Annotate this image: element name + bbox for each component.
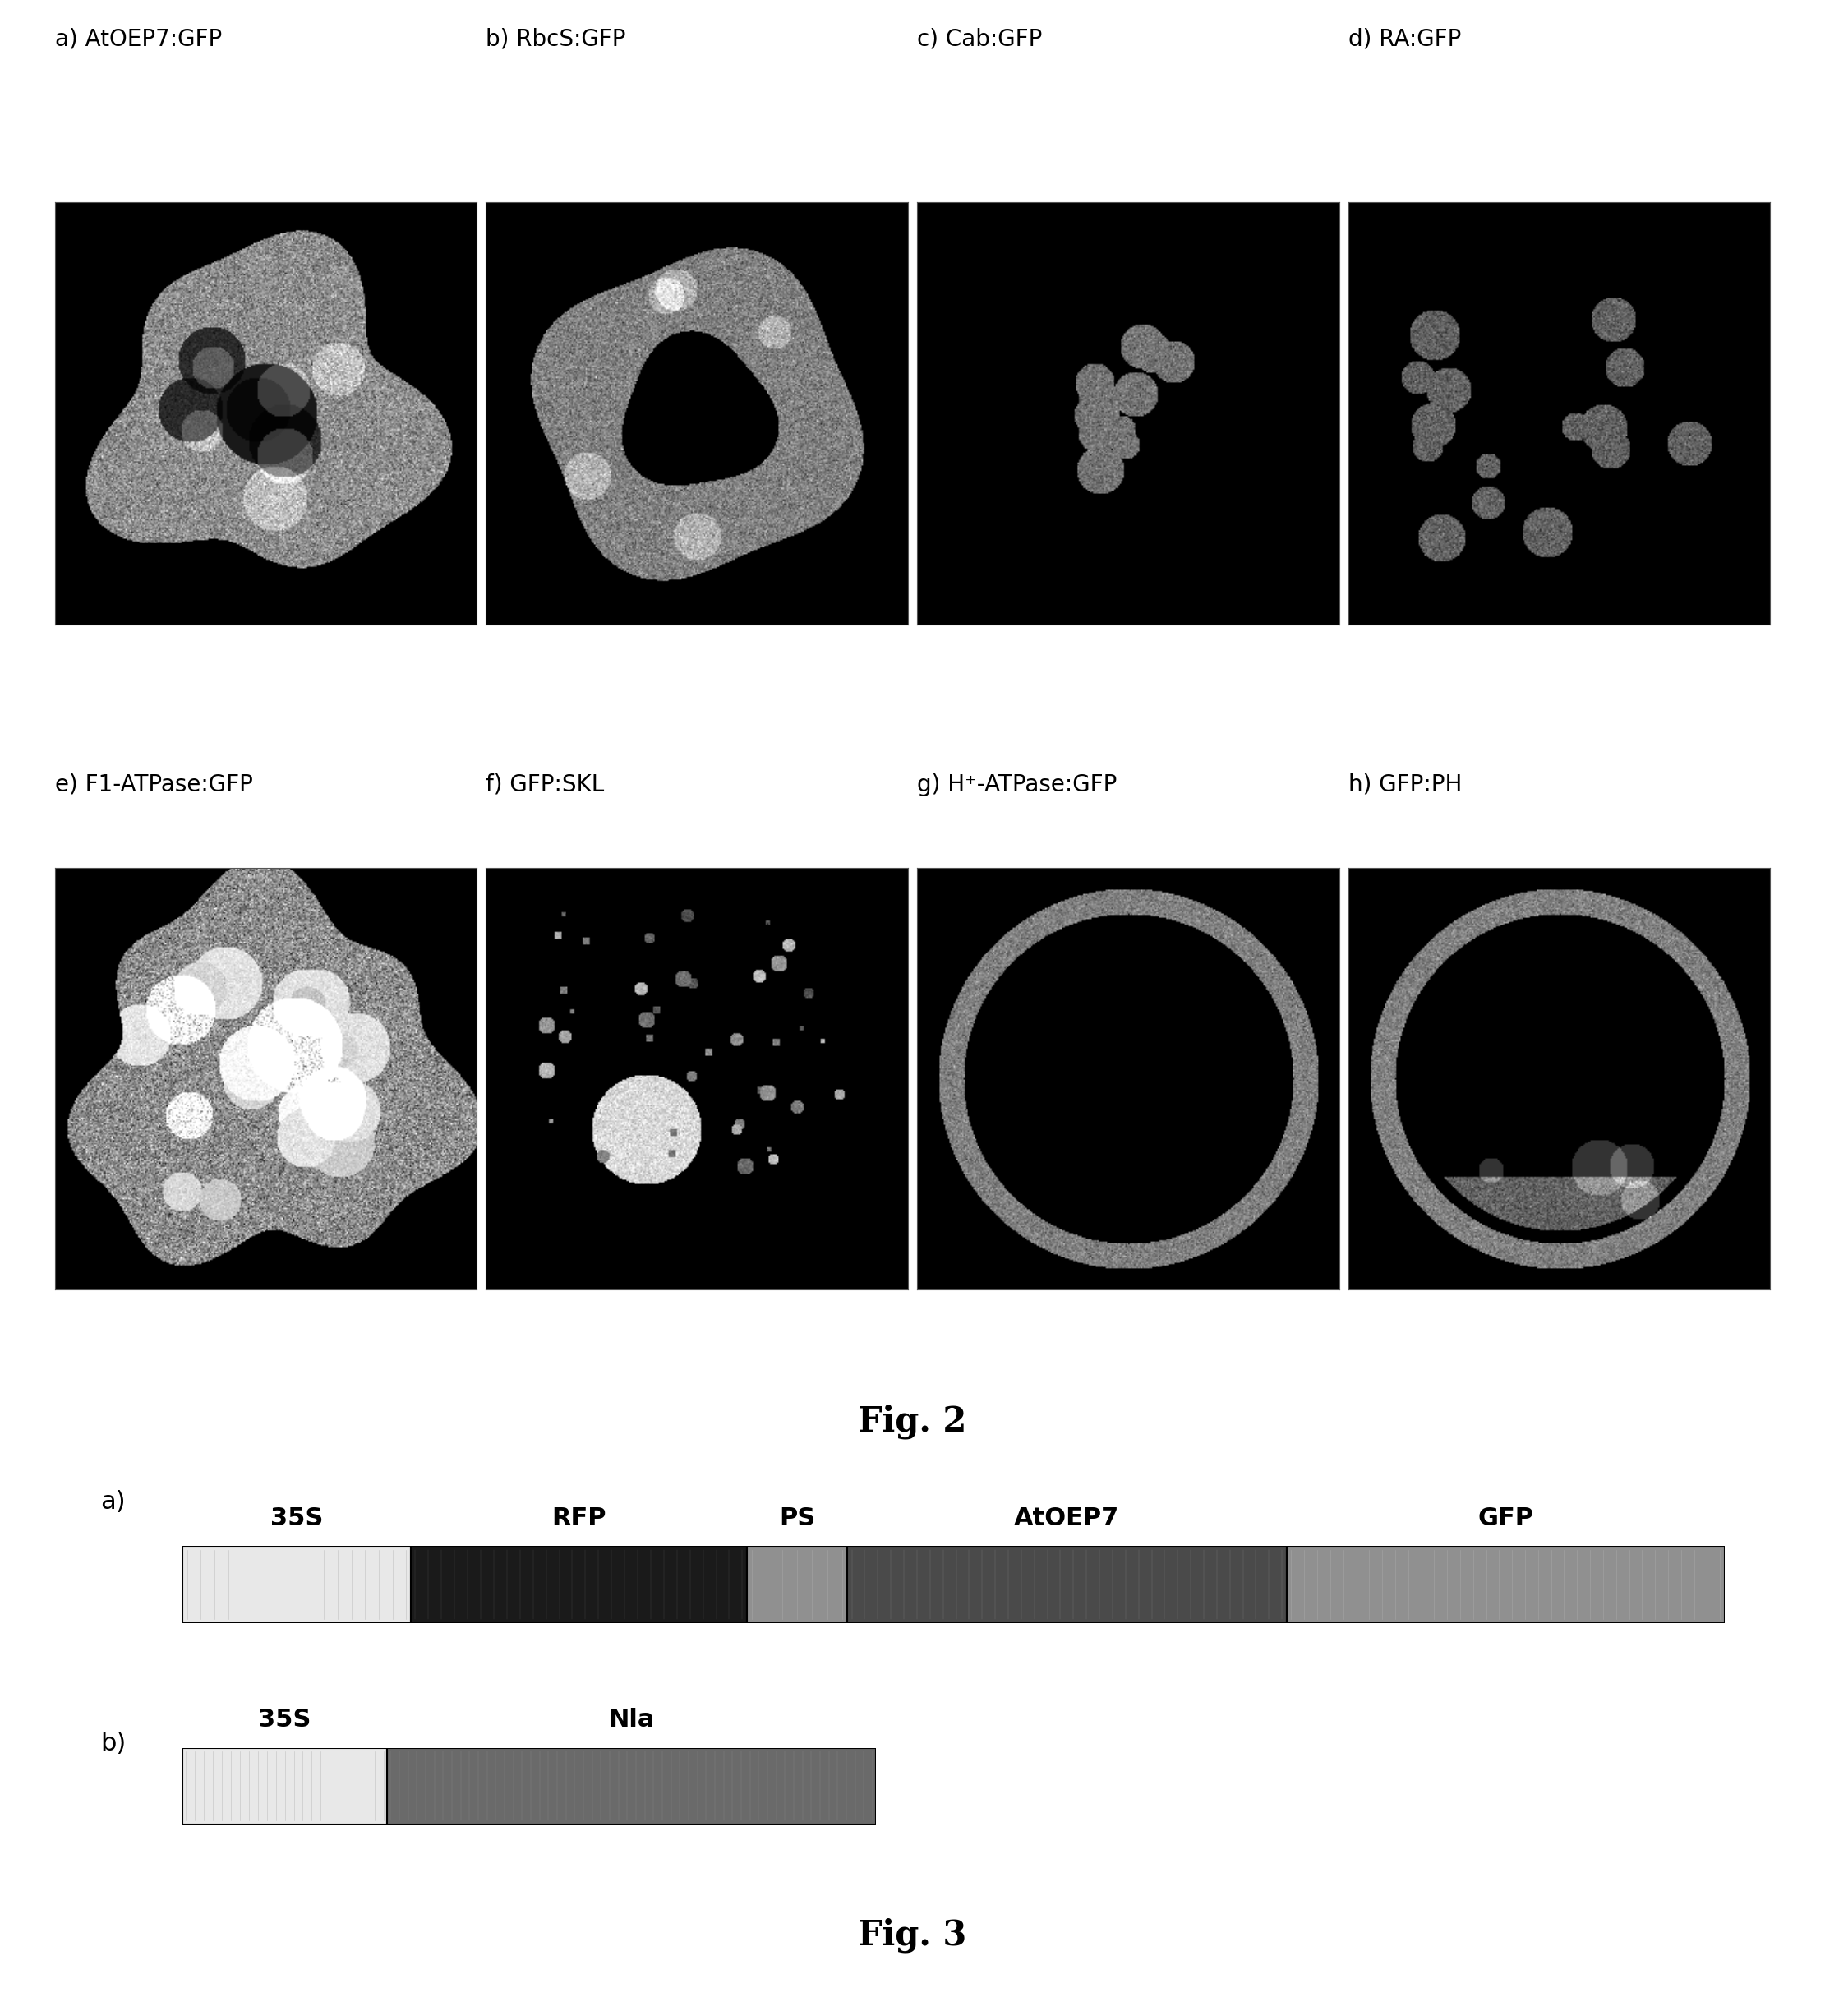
- Text: h) GFP:PH: h) GFP:PH: [1349, 774, 1462, 796]
- Bar: [183, 1748, 387, 1824]
- Text: 35S: 35S: [259, 1708, 312, 1732]
- Bar: [847, 1546, 1287, 1623]
- Text: Fig. 3: Fig. 3: [858, 1917, 967, 1954]
- Bar: [746, 1546, 847, 1623]
- Text: Nla: Nla: [608, 1708, 655, 1732]
- Text: f) GFP:SKL: f) GFP:SKL: [485, 774, 604, 796]
- Bar: [411, 1546, 746, 1623]
- Text: a) AtOEP7:GFP: a) AtOEP7:GFP: [55, 28, 223, 50]
- Text: e) F1-ATPase:GFP: e) F1-ATPase:GFP: [55, 774, 252, 796]
- Text: GFP: GFP: [1478, 1506, 1533, 1530]
- Text: b): b): [100, 1732, 126, 1756]
- Text: g) H⁺-ATPase:GFP: g) H⁺-ATPase:GFP: [916, 774, 1117, 796]
- Text: b) RbcS:GFP: b) RbcS:GFP: [485, 28, 626, 50]
- Text: AtOEP7: AtOEP7: [1015, 1506, 1119, 1530]
- Text: RFP: RFP: [551, 1506, 606, 1530]
- Text: Fig. 2: Fig. 2: [858, 1403, 967, 1439]
- Bar: [183, 1546, 411, 1623]
- Text: a): a): [100, 1490, 126, 1514]
- Text: d) RA:GFP: d) RA:GFP: [1349, 28, 1462, 50]
- Bar: [387, 1748, 876, 1824]
- Text: PS: PS: [779, 1506, 816, 1530]
- Text: 35S: 35S: [270, 1506, 323, 1530]
- Text: c) Cab:GFP: c) Cab:GFP: [916, 28, 1042, 50]
- Bar: [1287, 1546, 1725, 1623]
